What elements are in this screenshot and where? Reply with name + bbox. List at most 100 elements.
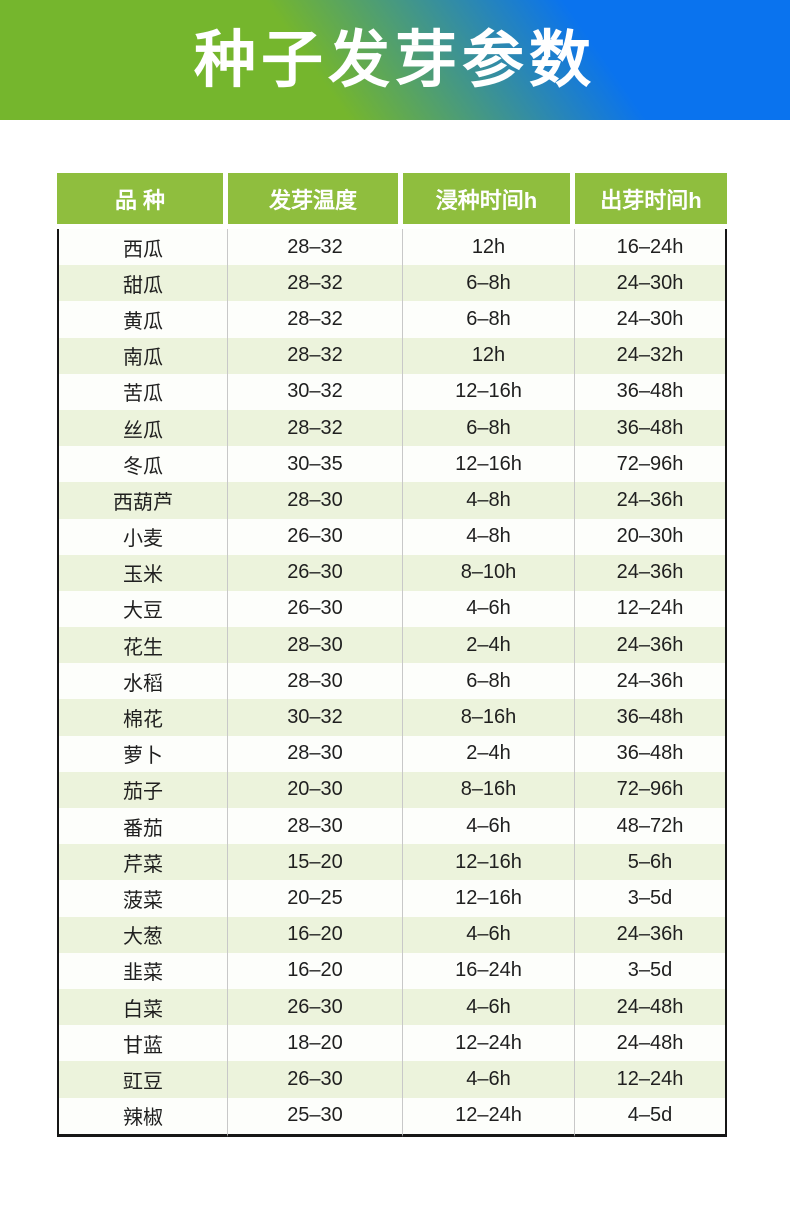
cell-soak-time: 4–6h	[403, 590, 575, 628]
cell-soak-time: 8–16h	[403, 771, 575, 808]
table-row: 苦瓜 30–32 12–16h 36–48h	[57, 373, 727, 410]
banner: 种子发芽参数	[0, 0, 790, 120]
table-row: 南瓜 28–32 12h 24–32h	[57, 337, 727, 374]
cell-sprout-time: 24–36h	[575, 554, 727, 591]
cell-germination-temp: 28–32	[228, 337, 403, 374]
cell-soak-time: 8–10h	[403, 554, 575, 591]
cell-variety: 苦瓜	[57, 373, 228, 410]
cell-germination-temp: 16–20	[228, 952, 403, 989]
cell-germination-temp: 28–32	[228, 265, 403, 302]
cell-soak-time: 12h	[403, 337, 575, 374]
cell-soak-time: 2–4h	[403, 627, 575, 664]
cell-variety: 南瓜	[57, 337, 228, 374]
table-row: 萝卜 28–30 2–4h 36–48h	[57, 735, 727, 772]
cell-germination-temp: 28–30	[228, 627, 403, 664]
cell-germination-temp: 26–30	[228, 554, 403, 591]
cell-germination-temp: 28–30	[228, 482, 403, 519]
cell-soak-time: 6–8h	[403, 265, 575, 302]
cell-sprout-time: 4–5d	[575, 1097, 727, 1137]
cell-variety: 大葱	[57, 916, 228, 953]
cell-germination-temp: 28–32	[228, 229, 403, 266]
cell-sprout-time: 36–48h	[575, 409, 727, 447]
cell-germination-temp: 26–30	[228, 988, 403, 1026]
cell-variety: 萝卜	[57, 735, 228, 772]
cell-sprout-time: 16–24h	[575, 229, 727, 266]
cell-germination-temp: 26–30	[228, 590, 403, 628]
cell-sprout-time: 24–32h	[575, 337, 727, 374]
table-row: 茄子 20–30 8–16h 72–96h	[57, 771, 727, 808]
cell-variety: 玉米	[57, 554, 228, 591]
cell-germination-temp: 26–30	[228, 1061, 403, 1098]
cell-soak-time: 12–16h	[403, 844, 575, 881]
table-row: 豇豆 26–30 4–6h 12–24h	[57, 1061, 727, 1098]
column-header: 浸种时间h	[403, 173, 575, 229]
cell-variety: 甜瓜	[57, 265, 228, 302]
table-row: 水稻 28–30 6–8h 24–36h	[57, 663, 727, 700]
cell-sprout-time: 36–48h	[575, 373, 727, 410]
table-row: 花生 28–30 2–4h 24–36h	[57, 627, 727, 664]
cell-variety: 小麦	[57, 518, 228, 555]
cell-soak-time: 4–6h	[403, 1061, 575, 1098]
table-row: 小麦 26–30 4–8h 20–30h	[57, 518, 727, 555]
cell-germination-temp: 30–32	[228, 373, 403, 410]
cell-variety: 西葫芦	[57, 482, 228, 519]
cell-soak-time: 6–8h	[403, 301, 575, 338]
cell-germination-temp: 30–32	[228, 699, 403, 736]
cell-sprout-time: 48–72h	[575, 808, 727, 845]
cell-soak-time: 8–16h	[403, 699, 575, 736]
table-row: 冬瓜 30–35 12–16h 72–96h	[57, 446, 727, 483]
cell-germination-temp: 28–30	[228, 735, 403, 772]
cell-sprout-time: 5–6h	[575, 844, 727, 881]
cell-sprout-time: 24–30h	[575, 265, 727, 302]
table-row: 丝瓜 28–32 6–8h 36–48h	[57, 409, 727, 447]
cell-sprout-time: 36–48h	[575, 735, 727, 772]
cell-sprout-time: 72–96h	[575, 771, 727, 808]
table-row: 白菜 26–30 4–6h 24–48h	[57, 988, 727, 1026]
table-row: 西瓜 28–32 12h 16–24h	[57, 229, 727, 266]
table-row: 大豆 26–30 4–6h 12–24h	[57, 590, 727, 628]
cell-variety: 西瓜	[57, 229, 228, 266]
table-row: 菠菜 20–25 12–16h 3–5d	[57, 880, 727, 917]
cell-sprout-time: 72–96h	[575, 446, 727, 483]
cell-germination-temp: 28–30	[228, 808, 403, 845]
seed-germination-table: 品 种发芽温度 浸种时间h 出芽时间h 西瓜 28–32 12h 16–24h 甜瓜 28–3…	[57, 173, 727, 1137]
table-row: 番茄 28–30 4–6h 48–72h	[57, 808, 727, 845]
cell-soak-time: 12–16h	[403, 880, 575, 917]
cell-sprout-time: 12–24h	[575, 590, 727, 628]
cell-sprout-time: 3–5d	[575, 952, 727, 989]
cell-variety: 茄子	[57, 771, 228, 808]
table-body: 西瓜 28–32 12h 16–24h 甜瓜 28–32 6–8h 24–30h 黄瓜 28–32…	[57, 229, 727, 1137]
cell-soak-time: 4–8h	[403, 482, 575, 519]
cell-sprout-time: 24–36h	[575, 663, 727, 700]
cell-sprout-time: 24–36h	[575, 916, 727, 953]
cell-variety: 辣椒	[57, 1097, 228, 1137]
cell-variety: 水稻	[57, 663, 228, 700]
cell-variety: 芹菜	[57, 844, 228, 881]
table-header-row: 品 种发芽温度 浸种时间h 出芽时间h	[57, 173, 727, 229]
cell-variety: 黄瓜	[57, 301, 228, 338]
cell-soak-time: 16–24h	[403, 952, 575, 989]
cell-sprout-time: 20–30h	[575, 518, 727, 555]
cell-variety: 花生	[57, 627, 228, 664]
cell-variety: 棉花	[57, 699, 228, 736]
cell-sprout-time: 24–48h	[575, 988, 727, 1026]
cell-sprout-time: 24–48h	[575, 1025, 727, 1062]
cell-germination-temp: 20–30	[228, 771, 403, 808]
cell-germination-temp: 30–35	[228, 446, 403, 483]
table-row: 玉米 26–30 8–10h 24–36h	[57, 554, 727, 591]
cell-variety: 冬瓜	[57, 446, 228, 483]
cell-variety: 豇豆	[57, 1061, 228, 1098]
cell-germination-temp: 28–30	[228, 663, 403, 700]
table-row: 大葱 16–20 4–6h 24–36h	[57, 916, 727, 953]
page-title: 种子发芽参数	[193, 23, 596, 96]
table-row: 韭菜 16–20 16–24h 3–5d	[57, 952, 727, 989]
cell-soak-time: 4–6h	[403, 988, 575, 1026]
cell-soak-time: 12–16h	[403, 373, 575, 410]
cell-soak-time: 4–6h	[403, 916, 575, 953]
cell-germination-temp: 15–20	[228, 844, 403, 881]
cell-variety: 韭菜	[57, 952, 228, 989]
column-header: 发芽温度	[228, 173, 403, 229]
cell-germination-temp: 25–30	[228, 1097, 403, 1137]
table-row: 芹菜 15–20 12–16h 5–6h	[57, 844, 727, 881]
cell-germination-temp: 26–30	[228, 518, 403, 555]
